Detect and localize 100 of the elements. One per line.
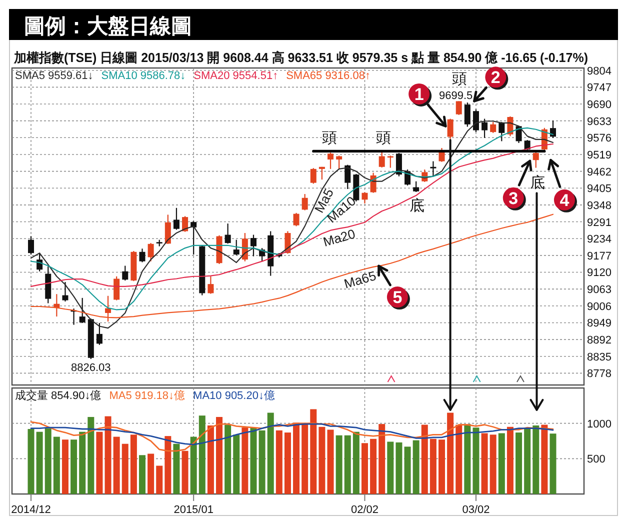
annotation: 8826.03 (71, 362, 111, 374)
bar (464, 424, 471, 494)
bar (430, 438, 436, 494)
candlestick (173, 207, 180, 230)
bar (532, 425, 540, 494)
bar (242, 428, 248, 494)
bar (284, 432, 291, 494)
candlestick (482, 118, 488, 139)
candlestick (413, 180, 420, 193)
candlestick (362, 192, 368, 204)
bar (481, 433, 488, 494)
bar (113, 436, 120, 494)
y-tick-label: 9120 (587, 267, 612, 280)
bar (62, 440, 68, 494)
bar (421, 424, 428, 494)
bar (233, 434, 240, 494)
bar (438, 440, 446, 494)
legend: 成交量 854.90↓億 MA5 919.18↓億 MA10 905.20↓億 (15, 390, 275, 402)
bar (53, 436, 60, 494)
candlestick (490, 121, 496, 134)
bar (293, 422, 300, 494)
bar (79, 432, 86, 494)
candlestick (532, 152, 539, 168)
candlestick (498, 121, 505, 142)
candlestick (318, 166, 325, 180)
bar (516, 432, 522, 494)
candlestick (524, 139, 530, 152)
bar (130, 434, 137, 494)
bar (96, 432, 103, 494)
bar (490, 434, 496, 494)
candlestick (328, 152, 334, 170)
candlestick (550, 120, 556, 139)
candlestick (438, 147, 445, 162)
bar (378, 424, 386, 494)
y-tick-label: 9690 (587, 99, 612, 112)
bar (207, 425, 214, 494)
bar (44, 428, 52, 494)
candlestick (96, 322, 102, 346)
chart-title: 圖例：大盤日線圖 (24, 15, 192, 38)
y-tick-label: 500 (587, 454, 606, 466)
bar (327, 430, 334, 494)
bar (122, 444, 128, 494)
bar (550, 434, 556, 494)
bar (344, 435, 351, 494)
bar (370, 438, 377, 494)
candlestick (344, 164, 351, 190)
chart-subtitle: 加權指數(TSE) 日線圖 2015/03/13 開 9608.44 高 9633.51 收 9579.35 s 點 量 854.90 億 -16.65 (-0.17%) (13, 50, 611, 65)
candlestick (430, 160, 436, 177)
y-tick-label: 8835 (587, 351, 612, 364)
bar (164, 436, 172, 494)
bar (250, 428, 257, 494)
x-tick-label: 2014/12 (11, 504, 51, 516)
bar (352, 432, 360, 494)
annotation: 底 (409, 197, 424, 214)
candlestick (447, 118, 454, 140)
bar (318, 426, 326, 494)
y-tick-label: 8778 (587, 368, 612, 380)
bar (447, 412, 454, 494)
y-tick-label: 9804 (587, 65, 612, 78)
y-tick-label: 1000 (587, 418, 612, 430)
candlestick (302, 193, 308, 211)
x-tick-label: 03/02 (462, 504, 490, 516)
annotation: 頭 (322, 130, 338, 147)
bar (198, 416, 206, 494)
line-series (30, 421, 554, 452)
annotation: 頭 (452, 72, 467, 88)
annotation: 底 (530, 174, 546, 192)
bar (182, 450, 188, 494)
candlestick (164, 214, 171, 244)
y-tick-label: 9405 (587, 183, 612, 196)
bar (138, 455, 146, 494)
y-tick-label: 9747 (587, 82, 612, 94)
candlestick (336, 155, 342, 170)
annotation: 2 (490, 68, 500, 88)
y-tick-label: 9348 (587, 200, 612, 212)
candlestick (105, 295, 112, 322)
y-tick-label: 8892 (587, 334, 612, 347)
bar (88, 416, 94, 494)
line-series (30, 423, 554, 446)
bar (156, 466, 163, 494)
bar (173, 444, 180, 494)
candlestick (293, 212, 300, 227)
bar (276, 430, 282, 494)
annotation: Ma65 (342, 268, 378, 292)
bar (36, 432, 43, 494)
bar (396, 442, 402, 494)
x-tick-label: 02/02 (350, 504, 379, 516)
candlestick (122, 265, 128, 282)
bar (524, 428, 531, 494)
bar (258, 430, 266, 494)
bar (224, 424, 232, 494)
bar (412, 440, 420, 494)
candlestick (233, 239, 240, 256)
y-tick-label: 9576 (587, 132, 612, 145)
bar (216, 416, 223, 494)
bar (404, 446, 411, 494)
candlestick (62, 281, 68, 302)
annotation: 5 (392, 288, 402, 308)
candlestick (456, 100, 462, 116)
candlestick (208, 276, 214, 294)
